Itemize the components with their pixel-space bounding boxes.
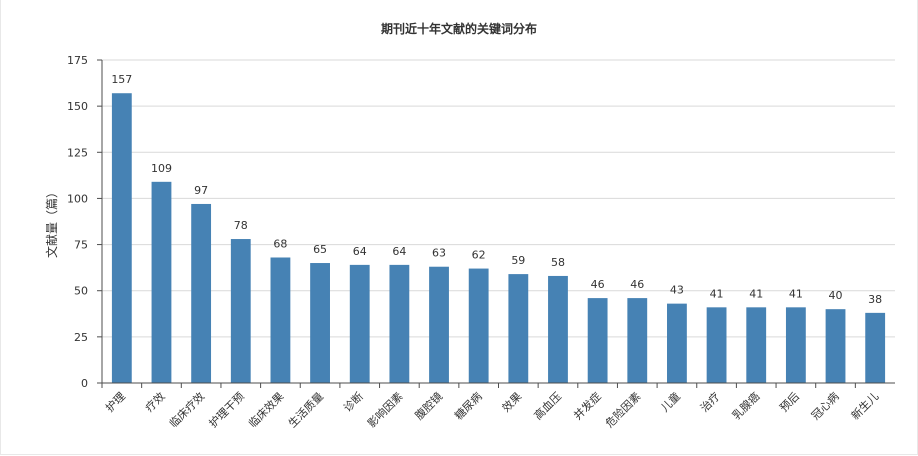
y-tick-label: 175 (67, 54, 88, 67)
x-tick-label: 临床效果 (246, 389, 287, 430)
y-tick-label: 0 (81, 377, 88, 390)
data-label: 40 (829, 289, 843, 302)
data-label: 97 (194, 184, 208, 197)
x-tick-label: 腹腔镜 (412, 389, 445, 422)
y-tick-label: 50 (74, 285, 88, 298)
x-tick-label: 诊断 (340, 389, 365, 414)
bar[interactable] (627, 298, 648, 383)
bar[interactable] (389, 264, 410, 383)
data-label: 157 (111, 73, 132, 86)
data-label: 63 (432, 247, 446, 260)
data-label: 58 (551, 256, 565, 269)
x-tick-label: 糖尿病 (452, 389, 485, 422)
data-label: 41 (789, 287, 803, 300)
y-axis-ticks: 0 25 50 75 100 125 150 175 (67, 54, 102, 390)
axes (101, 60, 895, 384)
bar[interactable] (667, 303, 687, 383)
chart-title: 期刊近十年文献的关键词分布 (381, 21, 537, 36)
x-tick-label: 护理干预 (206, 389, 247, 430)
x-tick-label: 生活质量 (285, 389, 326, 430)
grid-lines (102, 59, 895, 338)
bar[interactable] (825, 309, 846, 383)
x-tick-label: 影响因素 (365, 390, 405, 430)
bar[interactable] (468, 268, 489, 383)
bar[interactable] (785, 307, 806, 383)
bar[interactable] (508, 274, 529, 383)
x-tick-label: 效果 (499, 389, 524, 414)
x-tick-label: 儿童 (658, 389, 683, 414)
data-label: 64 (353, 245, 367, 258)
x-tick-label: 冠心病 (808, 389, 841, 422)
x-tick-label: 预后 (777, 390, 802, 415)
data-labels: 157 109 97 78 68 65 64 64 63 62 59 58 46 46 43 41 41 41 40… (111, 73, 882, 306)
x-tick-label: 护理 (102, 389, 127, 414)
bar[interactable] (310, 263, 330, 383)
bars (111, 93, 886, 384)
x-tick-label: 并发症 (571, 389, 604, 422)
x-tick-label: 新生儿 (848, 389, 881, 422)
y-tick-label: 150 (67, 100, 88, 113)
bar[interactable] (706, 307, 727, 383)
bar[interactable] (270, 257, 291, 383)
x-tick-label: 治疗 (697, 389, 722, 414)
y-tick-label: 125 (67, 146, 88, 159)
data-label: 46 (630, 278, 644, 291)
y-tick-label: 100 (67, 192, 88, 205)
bar[interactable] (548, 275, 568, 383)
x-tick-label: 高血压 (531, 389, 564, 422)
x-tick-label: 危险因素 (602, 389, 643, 430)
data-label: 41 (749, 287, 763, 300)
data-label: 38 (868, 293, 882, 306)
data-label: 109 (151, 162, 172, 175)
data-label: 41 (710, 287, 724, 300)
data-label: 62 (472, 249, 486, 262)
data-label: 46 (591, 278, 605, 291)
bar[interactable] (111, 93, 132, 384)
data-label: 68 (273, 237, 287, 250)
bar[interactable] (587, 298, 608, 383)
bar[interactable] (151, 181, 172, 383)
bar[interactable] (349, 264, 370, 383)
y-tick-label: 25 (74, 331, 88, 344)
x-tick-label: 临床疗效 (166, 389, 207, 430)
x-tick-label: 乳腺癌 (729, 389, 762, 422)
bar[interactable] (429, 266, 449, 383)
bar[interactable] (746, 307, 767, 383)
data-label: 43 (670, 284, 684, 297)
y-axis-label: 文献量（篇） (44, 186, 59, 258)
bar[interactable] (191, 203, 212, 383)
bar[interactable] (865, 312, 886, 383)
data-label: 64 (392, 245, 406, 258)
data-label: 59 (511, 254, 525, 267)
bar[interactable] (230, 239, 251, 383)
x-axis-ticks: 护理 疗效 临床疗效 护理干预 临床效果 生活质量 诊断 影响因素 腹腔镜 糖尿病 效果 高血压 并发症… (101, 383, 881, 430)
x-tick-label: 疗效 (142, 389, 167, 414)
y-tick-label: 75 (74, 239, 88, 252)
data-label: 78 (234, 219, 248, 232)
data-label: 65 (313, 243, 327, 256)
